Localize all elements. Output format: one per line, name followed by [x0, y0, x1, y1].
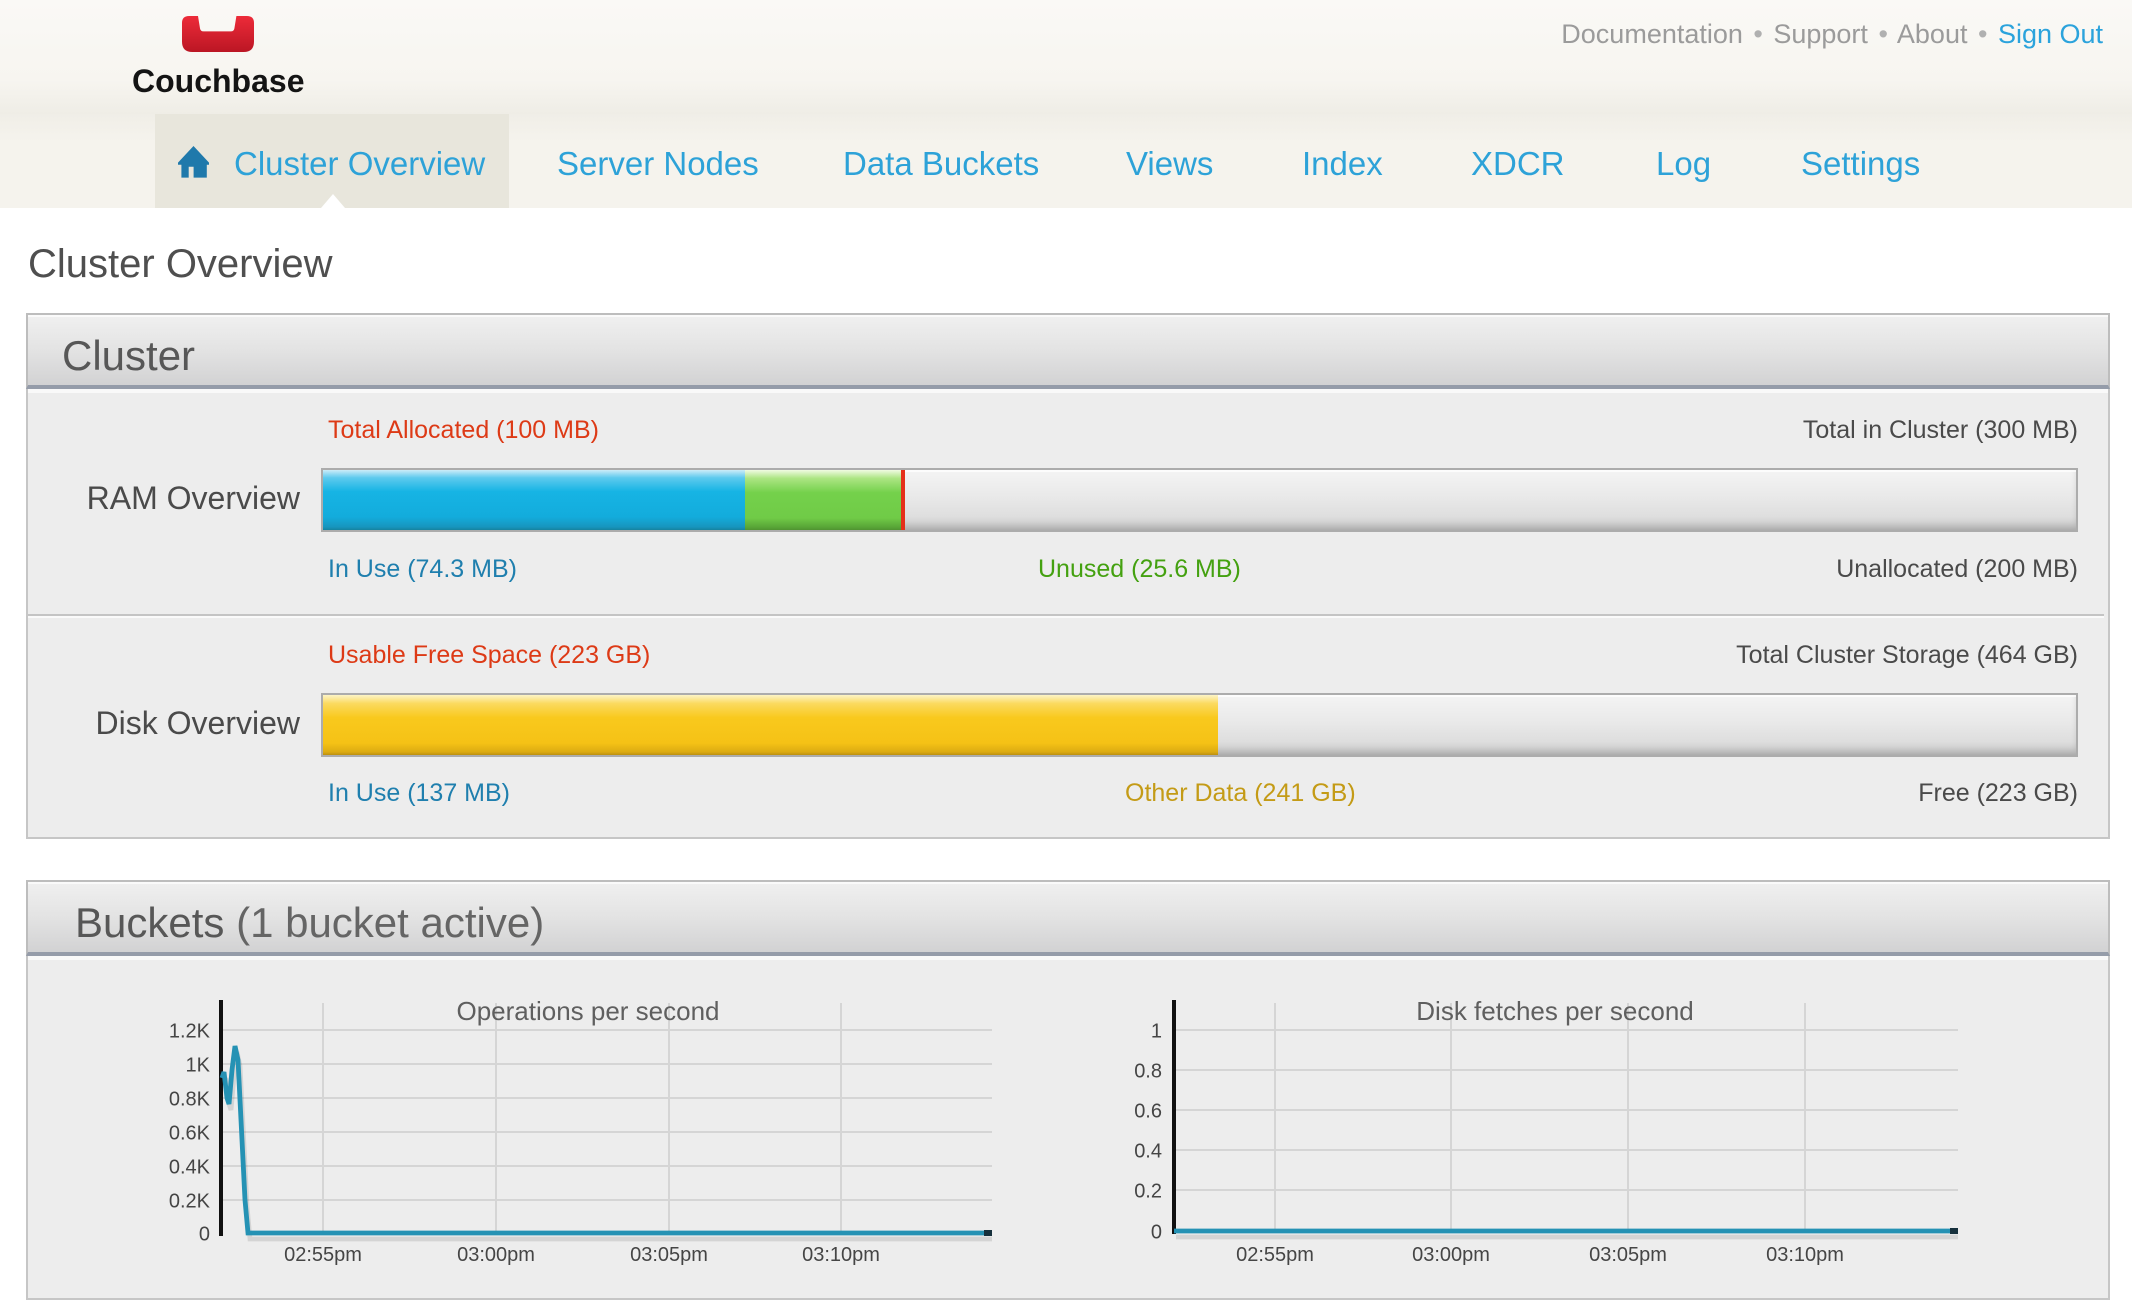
svg-text:0.4: 0.4 — [1134, 1141, 1162, 1163]
svg-text:0.8: 0.8 — [1134, 1061, 1162, 1083]
svg-text:Operations per second: Operations per second — [456, 996, 719, 1026]
svg-text:1K: 1K — [186, 1055, 211, 1077]
svg-text:0.2: 0.2 — [1134, 1181, 1162, 1203]
svg-text:03:10pm: 03:10pm — [802, 1244, 880, 1266]
svg-text:Disk fetches per second: Disk fetches per second — [1416, 996, 1693, 1026]
svg-text:03:05pm: 03:05pm — [630, 1244, 708, 1266]
svg-text:03:00pm: 03:00pm — [1412, 1244, 1490, 1266]
svg-text:1: 1 — [1151, 1021, 1162, 1043]
svg-text:0.4K: 0.4K — [169, 1157, 211, 1179]
svg-text:02:55pm: 02:55pm — [1236, 1244, 1314, 1266]
svg-text:03:00pm: 03:00pm — [457, 1244, 535, 1266]
svg-text:0: 0 — [199, 1224, 210, 1246]
svg-text:0.6: 0.6 — [1134, 1101, 1162, 1123]
svg-text:02:55pm: 02:55pm — [284, 1244, 362, 1266]
svg-text:0: 0 — [1151, 1222, 1162, 1244]
svg-text:03:05pm: 03:05pm — [1589, 1244, 1667, 1266]
svg-text:0.2K: 0.2K — [169, 1191, 211, 1213]
svg-text:1.2K: 1.2K — [169, 1021, 211, 1043]
svg-text:03:10pm: 03:10pm — [1766, 1244, 1844, 1266]
svg-text:0.6K: 0.6K — [169, 1123, 211, 1145]
svg-text:0.8K: 0.8K — [169, 1089, 211, 1111]
